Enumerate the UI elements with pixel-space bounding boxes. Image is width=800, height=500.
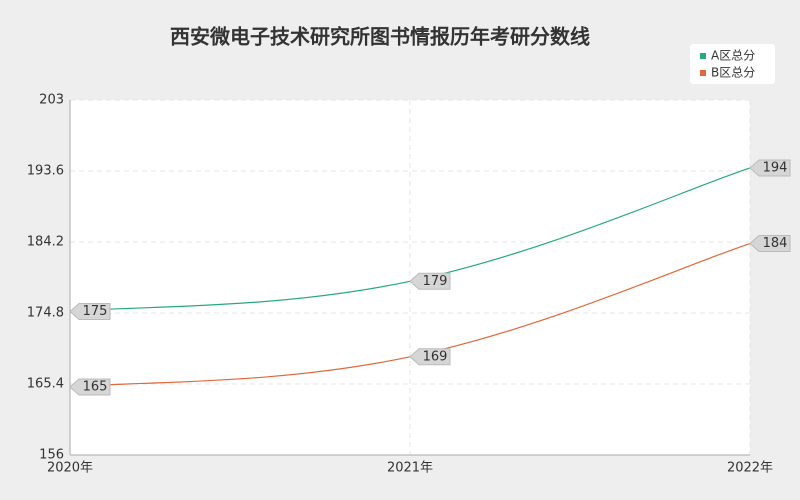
value-label: 179 xyxy=(423,274,448,289)
value-label-tag xyxy=(409,272,451,290)
legend-box xyxy=(690,44,775,84)
legend-swatch xyxy=(700,70,706,76)
value-label-tag xyxy=(69,302,111,320)
value-label: 194 xyxy=(763,160,788,175)
x-tick-label: 2022年 xyxy=(727,461,773,476)
x-tick-label: 2021年 xyxy=(387,461,433,476)
y-tick-label: 156 xyxy=(39,448,64,463)
y-tick-label: 184.2 xyxy=(27,235,64,250)
value-label-tag xyxy=(409,348,451,366)
y-tick-label: 165.4 xyxy=(27,377,64,392)
value-label-tag xyxy=(749,235,791,253)
legend-label: B区总分 xyxy=(711,66,755,80)
value-label: 165 xyxy=(83,380,108,395)
x-tick-label: 2020年 xyxy=(47,461,93,476)
plot-area xyxy=(70,100,750,455)
value-label-tag xyxy=(69,378,111,396)
y-tick-label: 203 xyxy=(39,93,64,108)
y-tick-label: 193.6 xyxy=(27,164,64,179)
value-label: 169 xyxy=(423,349,448,364)
value-label: 184 xyxy=(763,236,788,251)
value-label-tag xyxy=(749,159,791,177)
legend-label: A区总分 xyxy=(711,49,755,63)
chart-title: 西安微电子技术研究所图书情报历年考研分数线 xyxy=(170,25,590,49)
value-label: 175 xyxy=(83,304,108,319)
y-tick-label: 174.8 xyxy=(27,306,64,321)
legend-swatch xyxy=(700,53,706,59)
